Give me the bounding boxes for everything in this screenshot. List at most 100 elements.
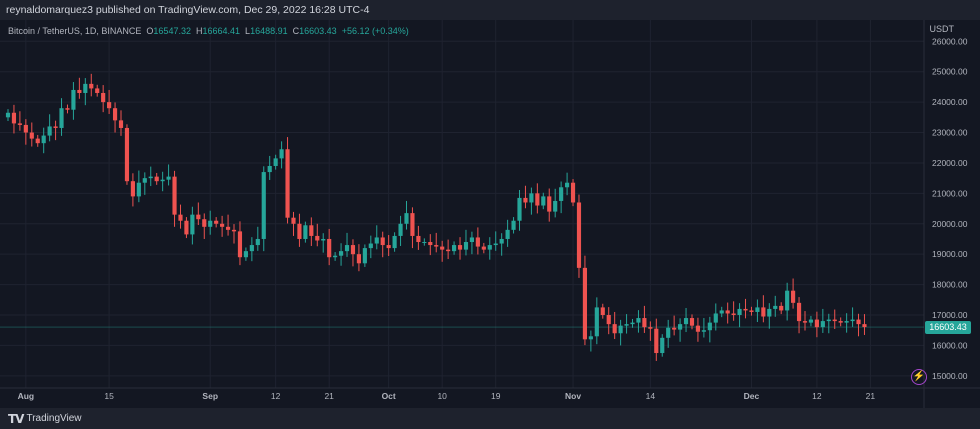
candle-body bbox=[344, 245, 350, 252]
candle-body bbox=[725, 310, 730, 314]
candle-body bbox=[202, 219, 207, 227]
time-tick-label: 12 bbox=[812, 391, 822, 401]
candle-body bbox=[315, 235, 320, 241]
candle-body bbox=[743, 308, 748, 311]
candle-body bbox=[469, 237, 475, 243]
candle-body bbox=[59, 108, 64, 128]
candle-body bbox=[642, 318, 647, 328]
candle-body bbox=[41, 135, 46, 144]
low-value: 16488.91 bbox=[250, 26, 288, 36]
candle-body bbox=[291, 217, 296, 224]
candle-body bbox=[118, 120, 124, 128]
candle-body bbox=[321, 238, 326, 241]
candle-body bbox=[434, 245, 439, 247]
high-value: 16664.41 bbox=[202, 26, 241, 36]
candle-body bbox=[630, 322, 635, 325]
candle-body bbox=[273, 158, 278, 166]
candle-body bbox=[826, 319, 831, 322]
candle-body bbox=[588, 336, 593, 340]
candle-body bbox=[796, 302, 802, 322]
candle-body bbox=[493, 243, 498, 246]
candle-body bbox=[279, 149, 284, 159]
price-tick-label: 23000.00 bbox=[932, 128, 968, 138]
candle-body bbox=[196, 214, 201, 220]
candle-body bbox=[654, 328, 659, 354]
candle-body bbox=[689, 318, 695, 326]
candle-body bbox=[416, 235, 421, 243]
footer-bar: TV TradingView bbox=[0, 408, 980, 429]
time-axis[interactable]: Aug 15 Sep 12 21 Oct 10 19 Nov 14 Dec 12 21 bbox=[18, 391, 876, 401]
candle-body bbox=[89, 83, 94, 89]
candle-body bbox=[398, 223, 403, 236]
candles bbox=[5, 73, 867, 361]
candle-body bbox=[737, 308, 742, 316]
candle-body bbox=[475, 237, 480, 247]
candle-body bbox=[178, 214, 183, 221]
price-tick-label: 17000.00 bbox=[932, 310, 968, 320]
candle-body bbox=[612, 324, 617, 334]
candle-body bbox=[535, 193, 540, 206]
candle-body bbox=[368, 243, 373, 249]
candle-body bbox=[505, 229, 510, 239]
candle-body bbox=[701, 330, 706, 332]
candle-body bbox=[487, 245, 492, 250]
close-key: C bbox=[292, 26, 300, 36]
candle-body bbox=[297, 223, 302, 239]
candle-body bbox=[660, 337, 665, 354]
price-tick-label: 15000.00 bbox=[932, 371, 968, 381]
candle-body bbox=[148, 176, 153, 179]
symbol-info[interactable]: Bitcoin / TetherUS, 1D, BINANCE bbox=[8, 26, 142, 36]
brand-name: TradingView bbox=[26, 413, 82, 424]
tradingview-brand[interactable]: TV TradingView bbox=[8, 411, 82, 426]
candle-body bbox=[695, 325, 701, 332]
candle-body bbox=[333, 255, 338, 258]
candle-body bbox=[11, 112, 17, 124]
candle-body bbox=[356, 254, 361, 264]
time-tick-label: Aug bbox=[18, 391, 35, 401]
candle-body bbox=[29, 132, 34, 139]
chart-area[interactable]: 15000.00 16000.00 17000.00 18000.00 19000.00… bbox=[0, 20, 980, 408]
candle-body bbox=[856, 319, 861, 325]
time-tick-label: Dec bbox=[744, 391, 760, 401]
candle-body bbox=[184, 220, 189, 235]
candle-body bbox=[499, 238, 504, 244]
candle-body bbox=[844, 321, 849, 323]
candle-body bbox=[517, 197, 522, 221]
candle-body bbox=[154, 176, 159, 182]
candle-body bbox=[731, 313, 736, 316]
candle-body bbox=[541, 196, 546, 206]
price-tick-label: 26000.00 bbox=[932, 36, 968, 46]
price-axis[interactable]: 15000.00 16000.00 17000.00 18000.00 19000.00… bbox=[932, 36, 968, 381]
price-tick-label: 16000.00 bbox=[932, 340, 968, 350]
candle-body bbox=[160, 179, 165, 182]
time-tick-label: Oct bbox=[382, 391, 396, 401]
candle-body bbox=[190, 214, 195, 235]
candle-body bbox=[838, 321, 843, 323]
symbol-legend[interactable]: Bitcoin / TetherUS, 1D, BINANCE O16547.3… bbox=[8, 25, 409, 37]
candle-body bbox=[243, 251, 248, 258]
candle-body bbox=[785, 290, 790, 311]
candle-body bbox=[350, 245, 356, 255]
candle-body bbox=[101, 92, 106, 103]
bolt-icon[interactable]: ⚡ bbox=[911, 369, 927, 385]
candle-body bbox=[761, 307, 766, 317]
candle-body bbox=[547, 196, 552, 212]
time-tick-label: 21 bbox=[324, 391, 334, 401]
candle-body bbox=[225, 226, 231, 230]
high-key: H bbox=[195, 26, 203, 36]
candle-body bbox=[791, 290, 796, 303]
candle-body bbox=[255, 238, 260, 246]
candle-body bbox=[208, 220, 213, 227]
candle-body bbox=[362, 248, 367, 264]
candlestick-chart[interactable]: 15000.00 16000.00 17000.00 18000.00 19000.00… bbox=[0, 20, 980, 408]
candle-body bbox=[142, 178, 147, 183]
time-tick-label: 10 bbox=[437, 391, 447, 401]
candle-body bbox=[529, 193, 534, 203]
candle-body bbox=[136, 182, 141, 197]
candle-body bbox=[802, 321, 808, 323]
candle-body bbox=[636, 318, 641, 323]
time-tick-label: 19 bbox=[491, 391, 501, 401]
candle-body bbox=[683, 318, 689, 325]
close-value: 16603.43 bbox=[299, 26, 337, 36]
candle-body bbox=[582, 267, 588, 340]
